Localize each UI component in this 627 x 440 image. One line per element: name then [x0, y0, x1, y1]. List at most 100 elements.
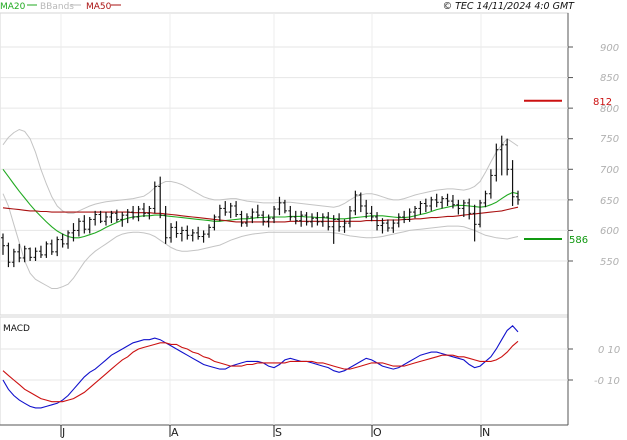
- ohlc-bar: [223, 201, 228, 216]
- ohlc-bar: [396, 213, 401, 228]
- ohlc-bar: [347, 205, 352, 228]
- copyright-notice: © TEC 14/11/2024 4:0 GMT: [443, 1, 576, 12]
- ohlc-bar: [234, 201, 239, 217]
- bollinger-bands: [2, 128, 519, 289]
- ohlc-bar: [239, 210, 244, 227]
- ohlc-bar: [304, 212, 309, 226]
- ohlc-bar: [212, 214, 217, 231]
- ohlc-bar: [467, 198, 472, 220]
- ohlc-bar: [44, 241, 49, 258]
- ohlc-bar: [272, 205, 277, 224]
- ohlc-bar: [98, 210, 103, 224]
- ohlc-bar: [6, 242, 11, 268]
- ohlc-bar: [429, 196, 434, 211]
- ohlc-bar: [22, 245, 27, 263]
- price-panel-frame: [0, 12, 569, 316]
- y-tick-label: 750: [600, 134, 619, 145]
- legend-bbands-label: BBands: [40, 2, 74, 12]
- ohlc-bar: [1, 233, 5, 255]
- ohlc-bar: [499, 135, 504, 176]
- ohlc-bar: [478, 199, 483, 228]
- ohlc-bar: [244, 213, 249, 227]
- ohlc-bar: [402, 210, 407, 224]
- ohlc-bar: [60, 233, 65, 248]
- ohlc-bar: [66, 230, 71, 249]
- ma20-line: [2, 168, 519, 239]
- ohlc-bar: [337, 213, 342, 232]
- ohlc-bar: [353, 190, 358, 216]
- month-label: O: [373, 426, 382, 439]
- ohlc-bar: [505, 138, 510, 176]
- ohlc-bar: [326, 212, 331, 231]
- ohlc-bar: [315, 212, 320, 226]
- ohlc-bar: [250, 208, 255, 224]
- ohlc-bar: [185, 225, 190, 240]
- ohlc-bar: [310, 213, 314, 228]
- ohlc-bar: [407, 208, 412, 222]
- y-tick-label: 550: [600, 257, 619, 268]
- ohlc-bar: [299, 210, 304, 227]
- macd-y-tick-label: -0 10: [594, 376, 620, 387]
- y-tick-label: 650: [600, 196, 619, 207]
- ohlc-bar: [93, 210, 98, 226]
- ohlc-bar: [76, 218, 81, 237]
- ohlc-bar: [391, 219, 396, 233]
- bbands-upper-line: [2, 128, 519, 214]
- ohlc-bar: [483, 190, 488, 208]
- ohlc-bar: [207, 224, 211, 238]
- ohlc-bar: [131, 205, 136, 220]
- ohlc-bar: [461, 199, 466, 217]
- ohlc-bar: [120, 212, 125, 227]
- bbands-lower-line: [2, 193, 519, 289]
- ohlc-bar: [423, 198, 428, 213]
- ohlc-bar: [82, 215, 87, 234]
- ohlc-bar: [33, 247, 38, 261]
- support-marker: 586: [524, 235, 588, 246]
- ohlc-bar: [255, 204, 260, 219]
- ohlc-bar: [385, 219, 390, 232]
- ohlc-bar: [49, 239, 54, 255]
- price-grid: [0, 13, 573, 315]
- ohlc-bar: [320, 213, 325, 227]
- ohlc-bar: [228, 202, 233, 219]
- signal-line: [2, 340, 519, 403]
- ohlc-bar: [282, 199, 287, 214]
- chart-legend: MA20 BBands MA50: [0, 2, 121, 12]
- y-tick-label: 700: [600, 165, 619, 176]
- macd-y-tick-label: 0 10: [598, 345, 620, 356]
- ohlc-bar: [152, 181, 157, 214]
- ohlc-bar: [266, 214, 271, 228]
- y-tick-label: 850: [600, 73, 619, 84]
- ohlc-bar: [445, 193, 450, 206]
- ohlc-bar: [450, 194, 455, 209]
- ohlc-bar: [413, 205, 417, 219]
- ohlc-bar: [277, 196, 282, 216]
- macd-title: MACD: [3, 324, 30, 334]
- ohlc-bar: [375, 212, 380, 231]
- moving-averages: [2, 168, 519, 239]
- ohlc-bar: [201, 230, 206, 243]
- ohlc-bar: [114, 209, 119, 222]
- ohlc-bar: [331, 215, 336, 244]
- ohlc-bar: [456, 199, 461, 215]
- ohlc-bar: [510, 160, 515, 206]
- ohlc-bar: [380, 218, 385, 234]
- ohlc-bar: [136, 205, 141, 222]
- ohlc-bar: [190, 229, 195, 242]
- macd-grid: [0, 317, 573, 425]
- ohlc-bar: [125, 209, 130, 224]
- ohlc-bar: [288, 205, 293, 221]
- month-label: N: [482, 426, 490, 439]
- ohlc-bar: [342, 219, 347, 233]
- ohlc-bar: [104, 212, 108, 226]
- ohlc-bar: [147, 205, 152, 220]
- ohlc-bar: [55, 236, 60, 257]
- resistance-marker: 812: [524, 97, 612, 108]
- ohlc-bar: [196, 226, 201, 240]
- ohlc-bar: [163, 205, 168, 244]
- ohlc-bar: [17, 243, 22, 263]
- macd-line: [2, 325, 519, 409]
- price-y-axis: 900 850 800 750 700 650 600 550: [600, 43, 619, 268]
- ohlc-bar: [217, 204, 222, 222]
